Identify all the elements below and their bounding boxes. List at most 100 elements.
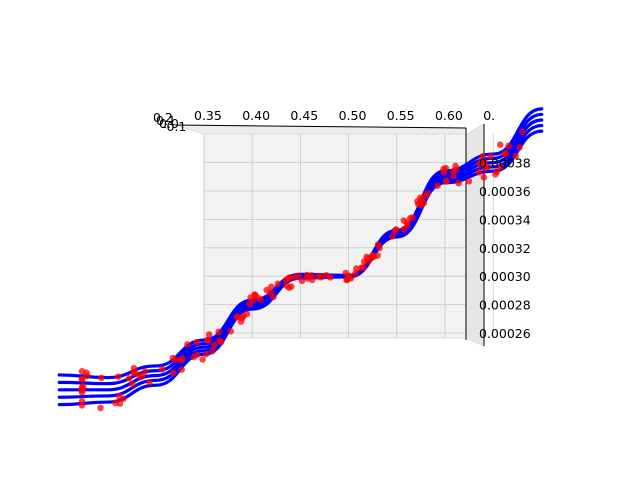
sample-point — [477, 159, 484, 166]
sample-point — [78, 375, 86, 383]
sample-point — [434, 182, 441, 189]
sample-point — [376, 244, 383, 252]
sample-point — [146, 379, 153, 386]
sample-point — [285, 274, 293, 281]
y-tick-label: 0.1 — [156, 113, 176, 128]
sample-point — [130, 364, 138, 372]
sample-point — [120, 395, 127, 402]
sample-point — [505, 142, 512, 150]
sample-point — [237, 318, 245, 325]
sample-point — [374, 252, 381, 259]
sample-point — [442, 177, 450, 185]
sample-point — [234, 313, 241, 321]
sample-point — [158, 365, 166, 373]
sample-point — [267, 289, 274, 296]
sample-point — [484, 163, 491, 171]
sample-point — [480, 174, 488, 181]
sample-point — [440, 169, 448, 176]
sample-point — [98, 374, 105, 382]
sample-point — [202, 350, 210, 358]
sample-point — [323, 271, 330, 279]
z-tick-label: 0.00038 — [479, 156, 531, 171]
sample-point — [205, 336, 212, 344]
sample-point — [209, 347, 216, 355]
sample-point — [215, 328, 223, 336]
sample-point — [274, 280, 282, 288]
sample-point — [492, 171, 499, 178]
sample-point — [291, 274, 298, 281]
sample-point — [178, 366, 185, 373]
z-tick-label: 0.00034 — [479, 212, 531, 227]
x-axis-line — [174, 124, 467, 129]
z-tick-label: 0.00026 — [479, 326, 531, 341]
sample-point — [172, 356, 180, 364]
z-tick-label: 0.00036 — [479, 184, 531, 199]
sample-point — [519, 128, 526, 136]
sample-point — [141, 368, 149, 375]
sample-point — [298, 277, 306, 285]
x-tick-label: 0.55 — [387, 108, 415, 123]
sample-point — [184, 341, 191, 348]
sample-point — [114, 373, 122, 380]
sample-point — [497, 163, 504, 171]
sample-point — [138, 373, 145, 380]
tick-labels: 0.35 0.40 0.45 0.50 0.55 0.60 0. 0.00026 0.00028… — [153, 108, 531, 341]
x-tick-label: 0.45 — [290, 108, 318, 123]
sample-point — [475, 168, 483, 176]
sample-point — [343, 276, 351, 284]
sample-point — [409, 214, 416, 221]
sample-point — [97, 404, 104, 412]
sample-point — [314, 272, 322, 280]
sample-point — [512, 152, 520, 160]
point-layer — [78, 128, 526, 412]
sample-point — [246, 300, 254, 308]
sample-point — [193, 338, 201, 346]
sample-point — [129, 380, 136, 388]
x-tick-label: 0.35 — [194, 108, 222, 123]
z-tick-label: 0.00028 — [479, 298, 531, 313]
x-tick-label: 0.40 — [242, 108, 270, 123]
sample-point — [243, 310, 251, 318]
sample-point — [501, 150, 508, 157]
sample-point — [112, 399, 119, 407]
sample-point — [125, 374, 133, 382]
sample-point — [357, 264, 365, 272]
sample-point — [205, 331, 213, 338]
sample-point — [178, 355, 186, 362]
y-tick-label: -0.1 — [162, 119, 186, 134]
sample-point — [404, 221, 411, 229]
sample-point — [78, 384, 86, 391]
sample-point — [78, 368, 86, 375]
x-tick-label: 0.60 — [435, 108, 463, 123]
sample-point — [267, 283, 275, 291]
sample-point — [193, 351, 201, 359]
sample-point — [353, 265, 360, 272]
sample-point — [487, 153, 494, 160]
x-tick-label: 0. — [483, 108, 495, 123]
sample-point — [308, 272, 315, 279]
sample-point — [450, 173, 457, 180]
sample-point — [414, 200, 422, 208]
sample-point — [479, 153, 486, 160]
plot-pane — [174, 123, 494, 347]
sample-point — [424, 189, 432, 197]
x-tick-label: 0.50 — [339, 108, 367, 123]
sample-point — [392, 226, 400, 233]
sample-point — [516, 144, 523, 151]
y-tick-label: 0.0 — [159, 116, 179, 131]
sample-point — [83, 372, 91, 380]
y-tick-label: 0.2 — [153, 110, 173, 125]
sample-point — [389, 232, 396, 240]
sample-point — [251, 291, 259, 298]
z-tick-label: 0.00032 — [479, 241, 531, 256]
z-tick-label: 0.00030 — [479, 269, 531, 284]
sample-point — [455, 179, 462, 187]
sample-point — [199, 356, 206, 363]
sample-point — [496, 141, 504, 149]
sample-point — [465, 177, 473, 185]
sample-point — [169, 369, 177, 377]
sample-point — [363, 253, 370, 261]
sample-point — [227, 327, 235, 335]
sample-point — [210, 341, 218, 349]
